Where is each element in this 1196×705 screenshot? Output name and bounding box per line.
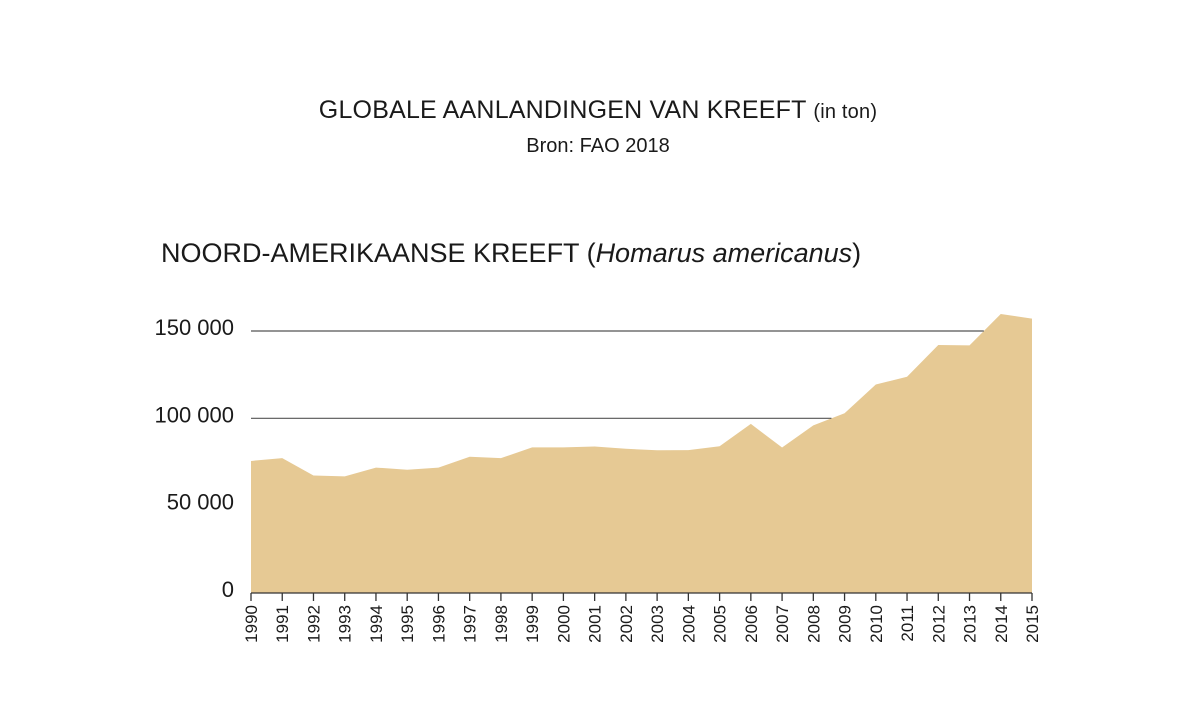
chart-title-prefix: NOORD-AMERIKAANSE KREEFT ( — [161, 238, 596, 268]
x-tick-label: 2015 — [1023, 605, 1042, 643]
x-tick-label: 1994 — [367, 605, 386, 643]
x-tick-label: 2012 — [929, 605, 948, 643]
x-tick-label: 2005 — [711, 605, 730, 643]
main-title-unit: (in ton) — [813, 101, 878, 123]
x-tick-label: 2014 — [992, 605, 1011, 643]
y-tick-label: 100 000 — [154, 402, 234, 427]
x-tick-label: 2004 — [679, 605, 698, 643]
x-tick-label: 1991 — [273, 605, 292, 643]
x-tick-label: 2009 — [836, 605, 855, 643]
x-tick-label: 1996 — [429, 605, 448, 643]
x-tick-label: 1997 — [461, 605, 480, 643]
x-tick-label: 2006 — [742, 605, 761, 643]
x-tick-label: 1998 — [492, 605, 511, 643]
x-tick-label: 2013 — [961, 605, 980, 643]
x-tick-label: 1993 — [336, 605, 355, 643]
main-title: GLOBALE AANLANDINGEN VAN KREEFT (in ton) — [0, 96, 1196, 125]
x-tick-label: 2002 — [617, 605, 636, 643]
y-tick-label: 150 000 — [154, 315, 234, 340]
x-tick-label: 2008 — [804, 605, 823, 643]
chart-title-suffix: ) — [852, 238, 862, 268]
area-series-0 — [251, 314, 1032, 593]
x-tick-label: 1995 — [398, 605, 417, 643]
y-tick-label: 50 000 — [167, 490, 234, 515]
chart-title: NOORD-AMERIKAANSE KREEFT (Homarus americ… — [161, 238, 861, 269]
chart-title-species: Homarus americanus — [595, 238, 853, 268]
x-tick-label: 2003 — [648, 605, 667, 643]
x-tick-label: 2007 — [773, 605, 792, 643]
x-tick-label: 2000 — [554, 605, 573, 643]
x-tick-label: 2011 — [898, 605, 917, 642]
chart-header: GLOBALE AANLANDINGEN VAN KREEFT (in ton)… — [0, 96, 1196, 158]
x-tick-label: 1992 — [304, 605, 323, 643]
x-tick-label: 1990 — [242, 605, 261, 643]
source-label: Bron: FAO 2018 — [526, 135, 670, 157]
x-tick-label: 2001 — [586, 605, 605, 643]
x-tick-label: 2010 — [867, 605, 886, 643]
x-tick-label: 1999 — [523, 605, 542, 643]
main-title-text: GLOBALE AANLANDINGEN VAN KREEFT — [318, 96, 807, 124]
y-tick-label: 0 — [222, 577, 234, 602]
